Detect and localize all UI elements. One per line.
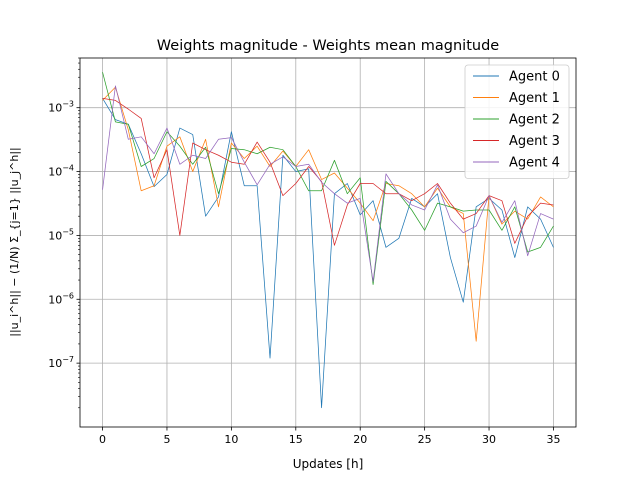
- legend: Agent 0 Agent 1 Agent 2 Agent 3 Agent 4: [464, 64, 570, 179]
- legend-label: Agent 3: [509, 134, 560, 149]
- x-tick-label: 25: [418, 433, 432, 446]
- y-axis-label: ||u_i^h|| − (1/N) Σ_{j=1} ||u_j^h||: [8, 147, 21, 337]
- x-tick-label: 20: [353, 433, 367, 446]
- series-line-agent-0: [102, 98, 554, 409]
- legend-label: Agent 0: [509, 70, 560, 85]
- x-tick-label: 10: [224, 433, 238, 446]
- y-tick-label: 10−6: [48, 291, 74, 306]
- chart-title: Weights magnitude - Weights mean magnitu…: [157, 38, 499, 54]
- plot-frame: [79, 57, 577, 428]
- legend-label: Agent 4: [509, 156, 560, 171]
- x-tick-label: 0: [99, 433, 106, 446]
- y-tick-label: 10−7: [48, 355, 74, 370]
- series-lines: [102, 72, 554, 409]
- x-tick-label: 30: [482, 433, 496, 446]
- y-tick-label: 10−4: [48, 164, 74, 179]
- x-tick-label: 15: [289, 433, 303, 446]
- legend-box: [464, 64, 570, 179]
- x-axis-label: Updates [h]: [293, 457, 364, 471]
- y-tick-label: 10−5: [48, 227, 74, 242]
- series-line-agent-3: [102, 97, 554, 246]
- legend-label: Agent 2: [509, 113, 560, 128]
- x-tick-label: 5: [163, 433, 170, 446]
- y-tick-label: 10−3: [48, 100, 74, 115]
- legend-label: Agent 1: [509, 91, 560, 106]
- axis-ticks: 0 5 10 15 20 25 30 35 10−7 10−6 10−5 10−4 10−3: [48, 57, 560, 446]
- x-tick-label: 35: [546, 433, 560, 446]
- series-line-agent-4: [102, 85, 554, 282]
